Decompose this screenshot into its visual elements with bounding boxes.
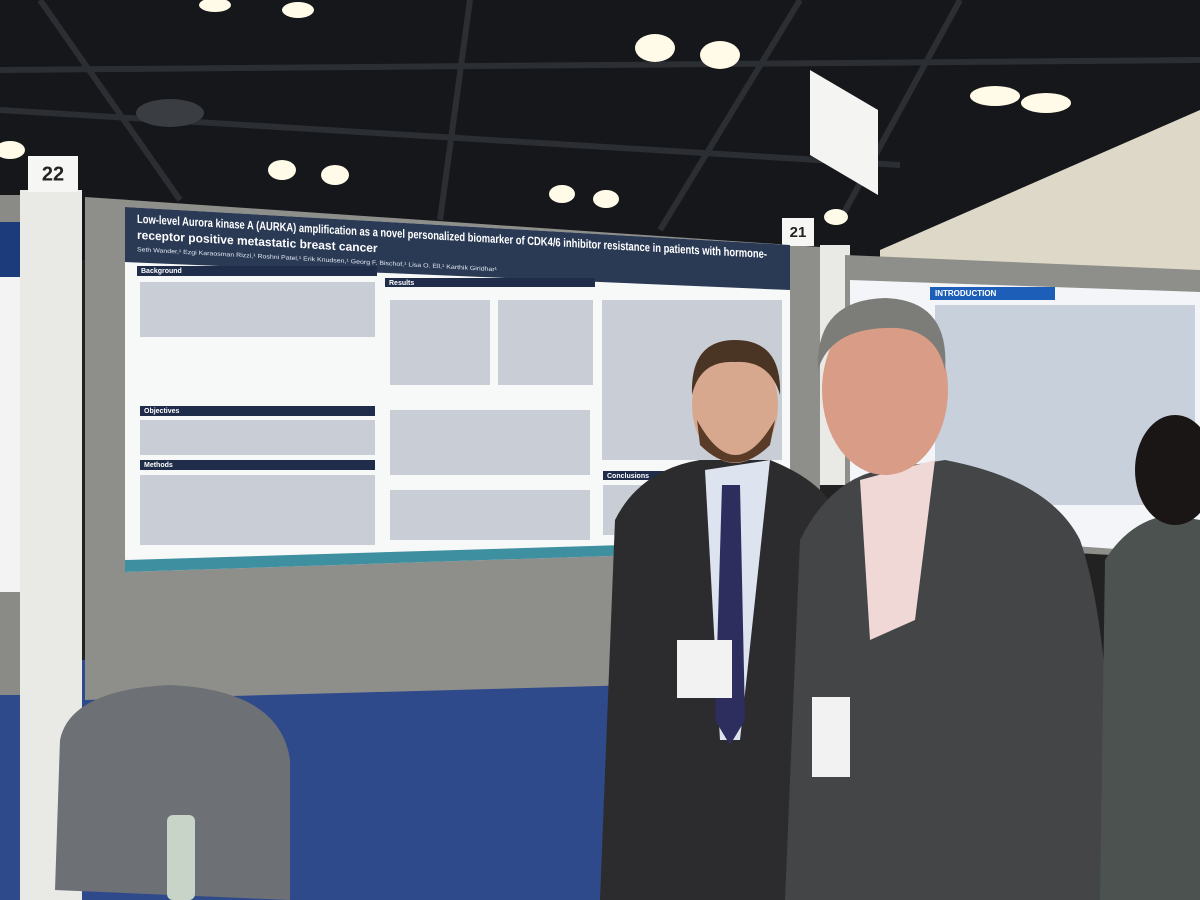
section-heading: Conclusions: [607, 473, 649, 480]
section-labels: Background Objectives Methods Results Co…: [141, 268, 649, 480]
stroller: [55, 685, 290, 900]
poster-header: [125, 207, 790, 290]
section-heading: Background: [141, 268, 182, 275]
booth-number: 21: [790, 224, 807, 241]
bottle: [167, 815, 195, 900]
shirt: [860, 460, 935, 640]
section-heading: Methods: [144, 462, 173, 469]
vent: [136, 99, 204, 127]
badge: [677, 640, 732, 698]
booth-sign: [782, 218, 814, 246]
hair: [691, 340, 781, 395]
badge: [812, 697, 850, 777]
section-heading: Results: [389, 280, 414, 287]
section-heading: INTRODUCTION: [935, 289, 997, 298]
face: [692, 347, 778, 463]
section-bars: [137, 266, 683, 480]
person: [1100, 515, 1200, 900]
hanging-sign: [810, 70, 878, 195]
section-bar: [930, 287, 1055, 300]
hair: [817, 298, 946, 370]
booth-number: 22: [42, 163, 64, 185]
wall: [880, 110, 1200, 290]
person-suit: [785, 460, 1113, 900]
hair: [1135, 415, 1200, 525]
ceiling-lights: [0, 0, 1071, 225]
beard: [697, 420, 775, 463]
section-heading: Objectives: [144, 408, 180, 415]
face: [822, 305, 948, 475]
booth-sign: [28, 156, 78, 192]
